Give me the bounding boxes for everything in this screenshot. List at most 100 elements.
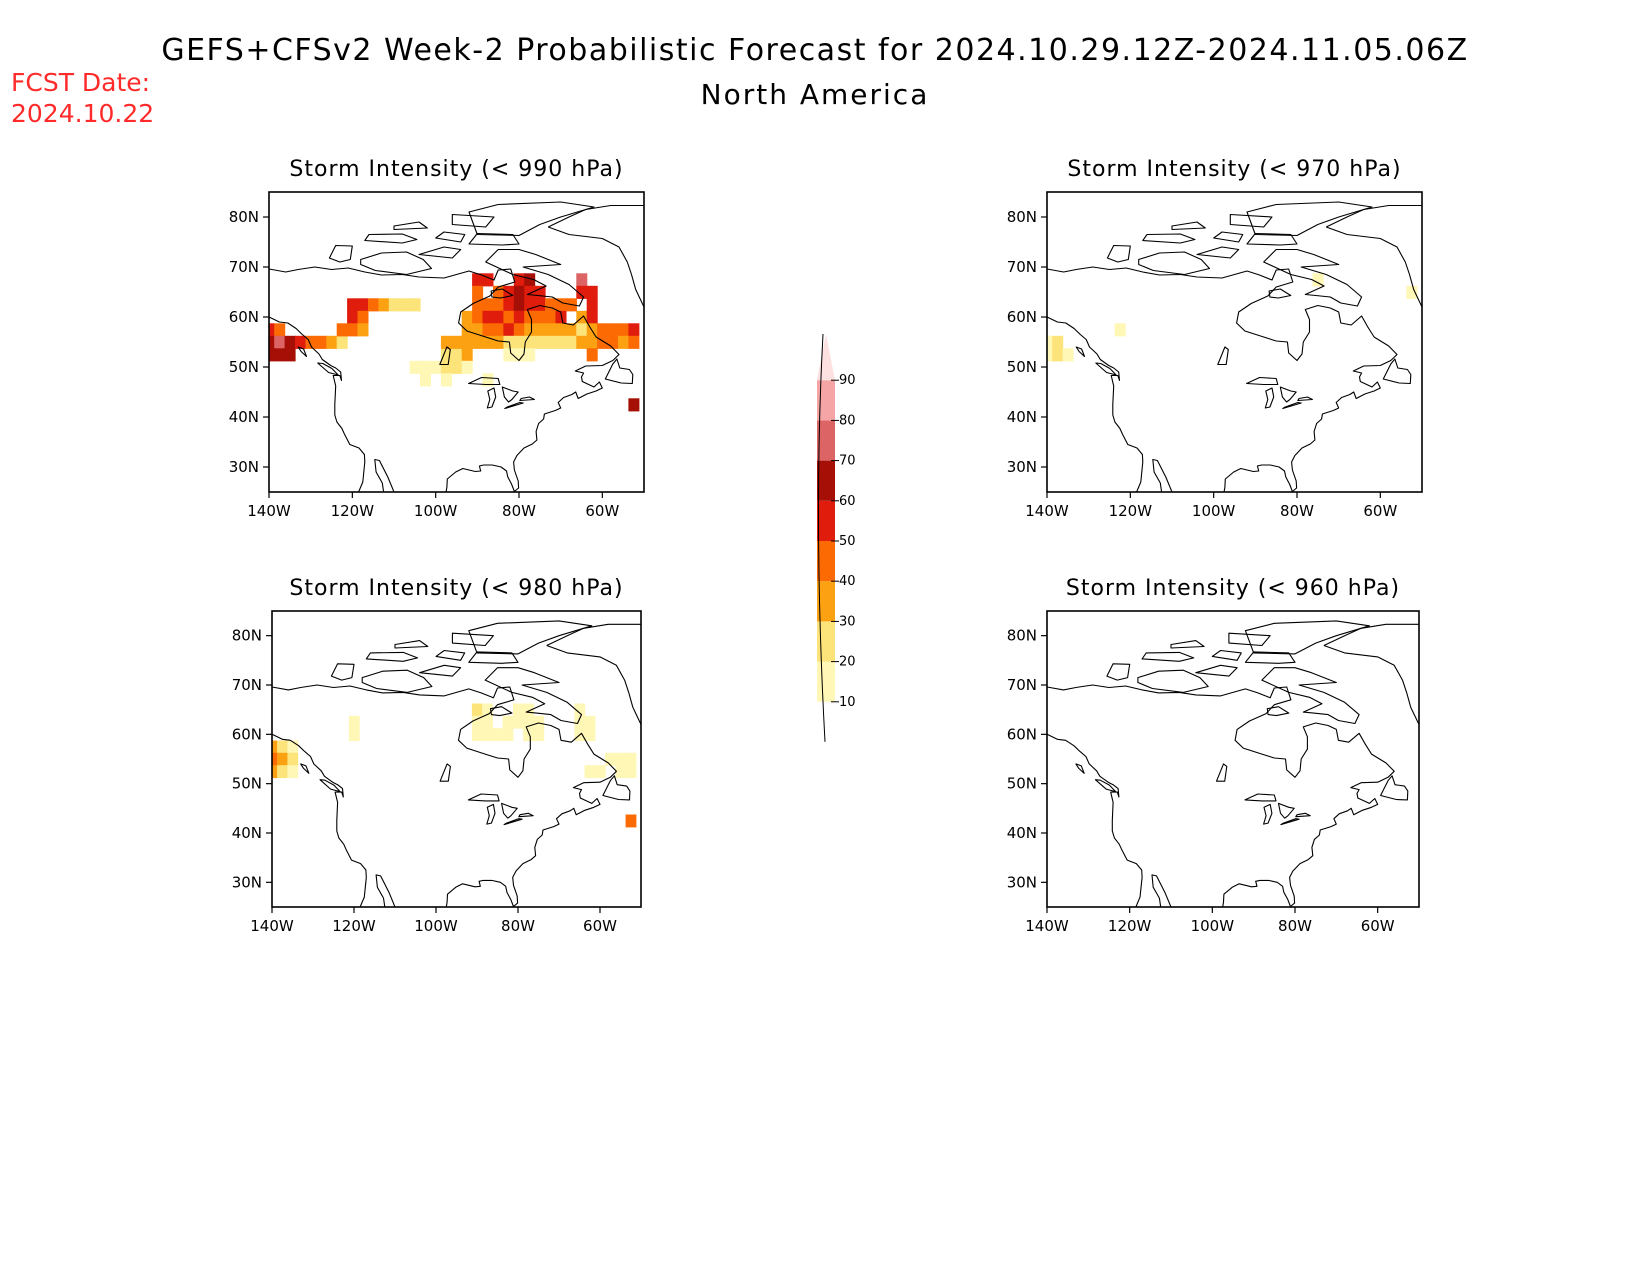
probability-cell (482, 728, 493, 742)
probability-cell (277, 740, 288, 754)
probability-cell (272, 740, 278, 754)
lat-tick-label: 80N (1007, 627, 1037, 645)
probability-cell (586, 335, 598, 349)
probability-cell (618, 335, 629, 349)
panel-title: Storm Intensity (< 970 hPa) (1067, 157, 1401, 182)
probability-cell (574, 703, 586, 717)
lat-tick-label: 80N (1007, 208, 1037, 226)
probability-cell (586, 285, 598, 299)
map-frame (1046, 191, 1423, 493)
probability-cell (523, 715, 534, 729)
probability-cell (277, 752, 288, 766)
lat-tick-label: 70N (1007, 258, 1037, 276)
probability-cell (576, 285, 588, 299)
probability-cell (399, 298, 411, 312)
probability-cell (524, 285, 536, 299)
probability-cell (594, 765, 606, 779)
coastline (272, 620, 641, 907)
probability-cell (513, 335, 525, 349)
probability-cell (388, 298, 400, 312)
probability-cell (597, 323, 609, 337)
probability-cell (305, 335, 317, 349)
colorbar-edge (817, 333, 826, 742)
probability-cell (336, 323, 348, 337)
probability-cell (512, 715, 524, 729)
lat-tick-label: 40N (1007, 408, 1037, 426)
colorbar-segment (817, 621, 835, 662)
probability-cell (287, 765, 299, 779)
probability-cell (472, 310, 484, 324)
lon-tick-label: 140W (247, 502, 291, 520)
lat-tick-label: 60N (232, 725, 262, 743)
lat-tick-label: 30N (1007, 873, 1037, 891)
probability-cell (513, 285, 525, 299)
lon-tick-label: 100W (1191, 917, 1235, 935)
probability-cell (420, 373, 431, 387)
probability-cell (284, 348, 296, 362)
probability-cell (493, 323, 504, 337)
probability-cell (277, 765, 288, 779)
colorbar-label: 30 (839, 614, 856, 629)
map-frame (1046, 610, 1420, 908)
probability-cell (461, 323, 473, 337)
probability-cell (628, 323, 640, 337)
probability-cell (503, 310, 515, 324)
colorbar-segment (817, 420, 835, 461)
probability-cell (451, 348, 463, 362)
fcst-date-value: 2024.10.22 (11, 99, 154, 128)
probability-cell (482, 335, 494, 349)
lat-tick-label: 30N (1007, 458, 1037, 476)
lat-tick-label: 30N (232, 873, 262, 891)
lat-tick-label: 70N (1007, 676, 1037, 694)
main-title: GEFS+CFSv2 Week-2 Probabilistic Forecast… (161, 33, 1468, 68)
probability-cell (1312, 273, 1324, 287)
probability-cell (471, 703, 483, 717)
probability-cell (471, 715, 483, 729)
probability-cell (274, 323, 286, 337)
probability-cell (493, 335, 504, 349)
probability-cell (368, 298, 379, 312)
probability-cell (607, 335, 619, 349)
probability-cell (315, 335, 327, 349)
lon-tick-label: 140W (1025, 917, 1069, 935)
colorbar-segment (817, 581, 835, 622)
probability-cell (1114, 323, 1126, 337)
probability-cell (482, 703, 493, 717)
lat-tick-label: 70N (229, 258, 259, 276)
probability-cell (492, 728, 504, 742)
probability-cell (513, 310, 525, 324)
probability-cell (357, 323, 369, 337)
probability-cell (482, 298, 494, 312)
probability-cell (513, 323, 525, 337)
probability-cell (555, 298, 567, 312)
probability-cell (284, 335, 296, 349)
lat-tick-label: 60N (1007, 308, 1037, 326)
probability-cell (326, 335, 338, 349)
map-frame (271, 610, 642, 908)
probability-cell (287, 740, 299, 754)
color-legend: 10 20 30 40 50 60 70 80 90 (817, 333, 856, 742)
probability-cell (503, 298, 515, 312)
lon-tick-label: 120W (1109, 502, 1153, 520)
probability-cell (493, 298, 504, 312)
probability-cell (502, 715, 514, 729)
map-panels: Storm Intensity (< 990 hPa) 80N 70N 60N 50N 4… (229, 157, 1423, 935)
probability-cell (524, 335, 536, 349)
lon-tick-label: 80W (501, 917, 535, 935)
lon-tick-label: 120W (331, 502, 375, 520)
probability-cell (430, 360, 442, 374)
map-panel-4: Storm Intensity (< 960 hPa) 80N 70N 60N 50N 4… (1007, 576, 1420, 935)
probability-cell (534, 298, 546, 312)
probability-cell (461, 335, 473, 349)
lat-tick-label: 60N (1007, 725, 1037, 743)
colorbar-segment (817, 334, 835, 381)
probability-cell (274, 348, 286, 362)
probability-cell (628, 398, 640, 412)
probability-cell (440, 373, 452, 387)
probability-cell (472, 285, 484, 299)
probability-cell (524, 298, 536, 312)
probability-cell (357, 298, 369, 312)
lon-tick-label: 120W (1108, 917, 1152, 935)
probability-cell (482, 373, 494, 387)
probability-cell (1052, 335, 1064, 349)
